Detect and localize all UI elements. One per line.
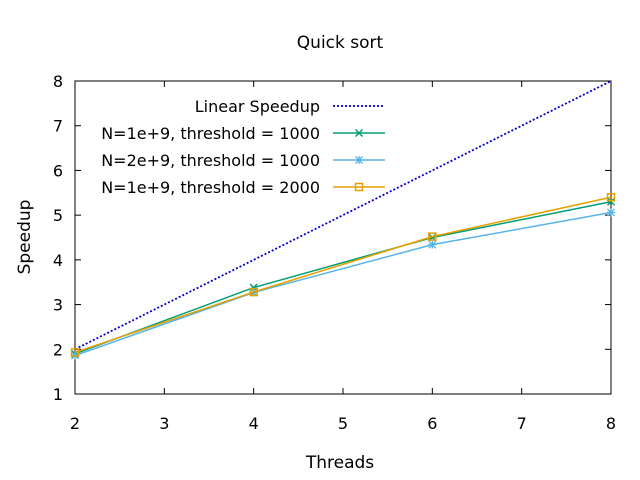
x-tick-label: 8 <box>606 414 616 433</box>
y-tick-label: 5 <box>53 206 63 225</box>
data-point <box>606 193 616 202</box>
series-2 <box>70 197 616 358</box>
x-tick-label: 6 <box>427 414 437 433</box>
data-point <box>249 287 258 297</box>
x-axis-label: Threads <box>305 453 374 473</box>
legend-label: Linear Speedup <box>195 97 320 116</box>
legend-marker <box>354 128 364 138</box>
chart-title: Quick sort <box>297 33 384 53</box>
legend-marker <box>355 156 363 164</box>
legend-label: N=1e+9, threshold = 1000 <box>101 124 320 143</box>
legend-label: N=2e+9, threshold = 1000 <box>101 151 320 170</box>
legend-marker <box>354 182 364 192</box>
data-point <box>607 208 615 217</box>
x-axis: 2 3 4 5 6 7 8 <box>70 81 616 433</box>
data-point <box>70 348 80 357</box>
x-tick-label: 4 <box>249 414 259 433</box>
series-line <box>74 211 612 357</box>
series-line <box>74 200 612 355</box>
y-tick-label: 3 <box>53 296 63 315</box>
data-point <box>428 240 437 249</box>
series-layer <box>70 80 616 360</box>
series-3 <box>71 208 615 360</box>
x-tick-label: 5 <box>338 414 348 433</box>
legend-entry: N=1e+9, threshold = 2000 <box>101 178 385 197</box>
y-tick-label: 8 <box>53 72 63 91</box>
x-tick-label: 3 <box>159 414 169 433</box>
x-tick-label: 2 <box>70 414 80 433</box>
legend-label: N=1e+9, threshold = 2000 <box>101 178 320 197</box>
data-point <box>606 197 616 206</box>
y-tick-label: 2 <box>53 340 63 359</box>
legend-entry: Linear Speedup <box>195 97 385 116</box>
series-4 <box>70 193 616 357</box>
y-axis-label: Speedup <box>15 200 35 275</box>
y-tick-label: 6 <box>53 161 63 180</box>
y-axis: 1 2 3 4 5 6 7 8 <box>53 72 611 404</box>
legend-entry: N=1e+9, threshold = 1000 <box>101 124 385 143</box>
y-tick-label: 4 <box>53 251 63 270</box>
data-point <box>428 232 437 241</box>
series-line <box>74 196 612 354</box>
legend: Linear Speedup N=1e+9, threshold = 1000 N=… <box>101 97 385 197</box>
legend-entry: N=2e+9, threshold = 1000 <box>101 151 385 170</box>
y-tick-label: 1 <box>53 385 63 404</box>
x-tick-label: 7 <box>517 414 527 433</box>
y-tick-label: 7 <box>53 117 63 136</box>
